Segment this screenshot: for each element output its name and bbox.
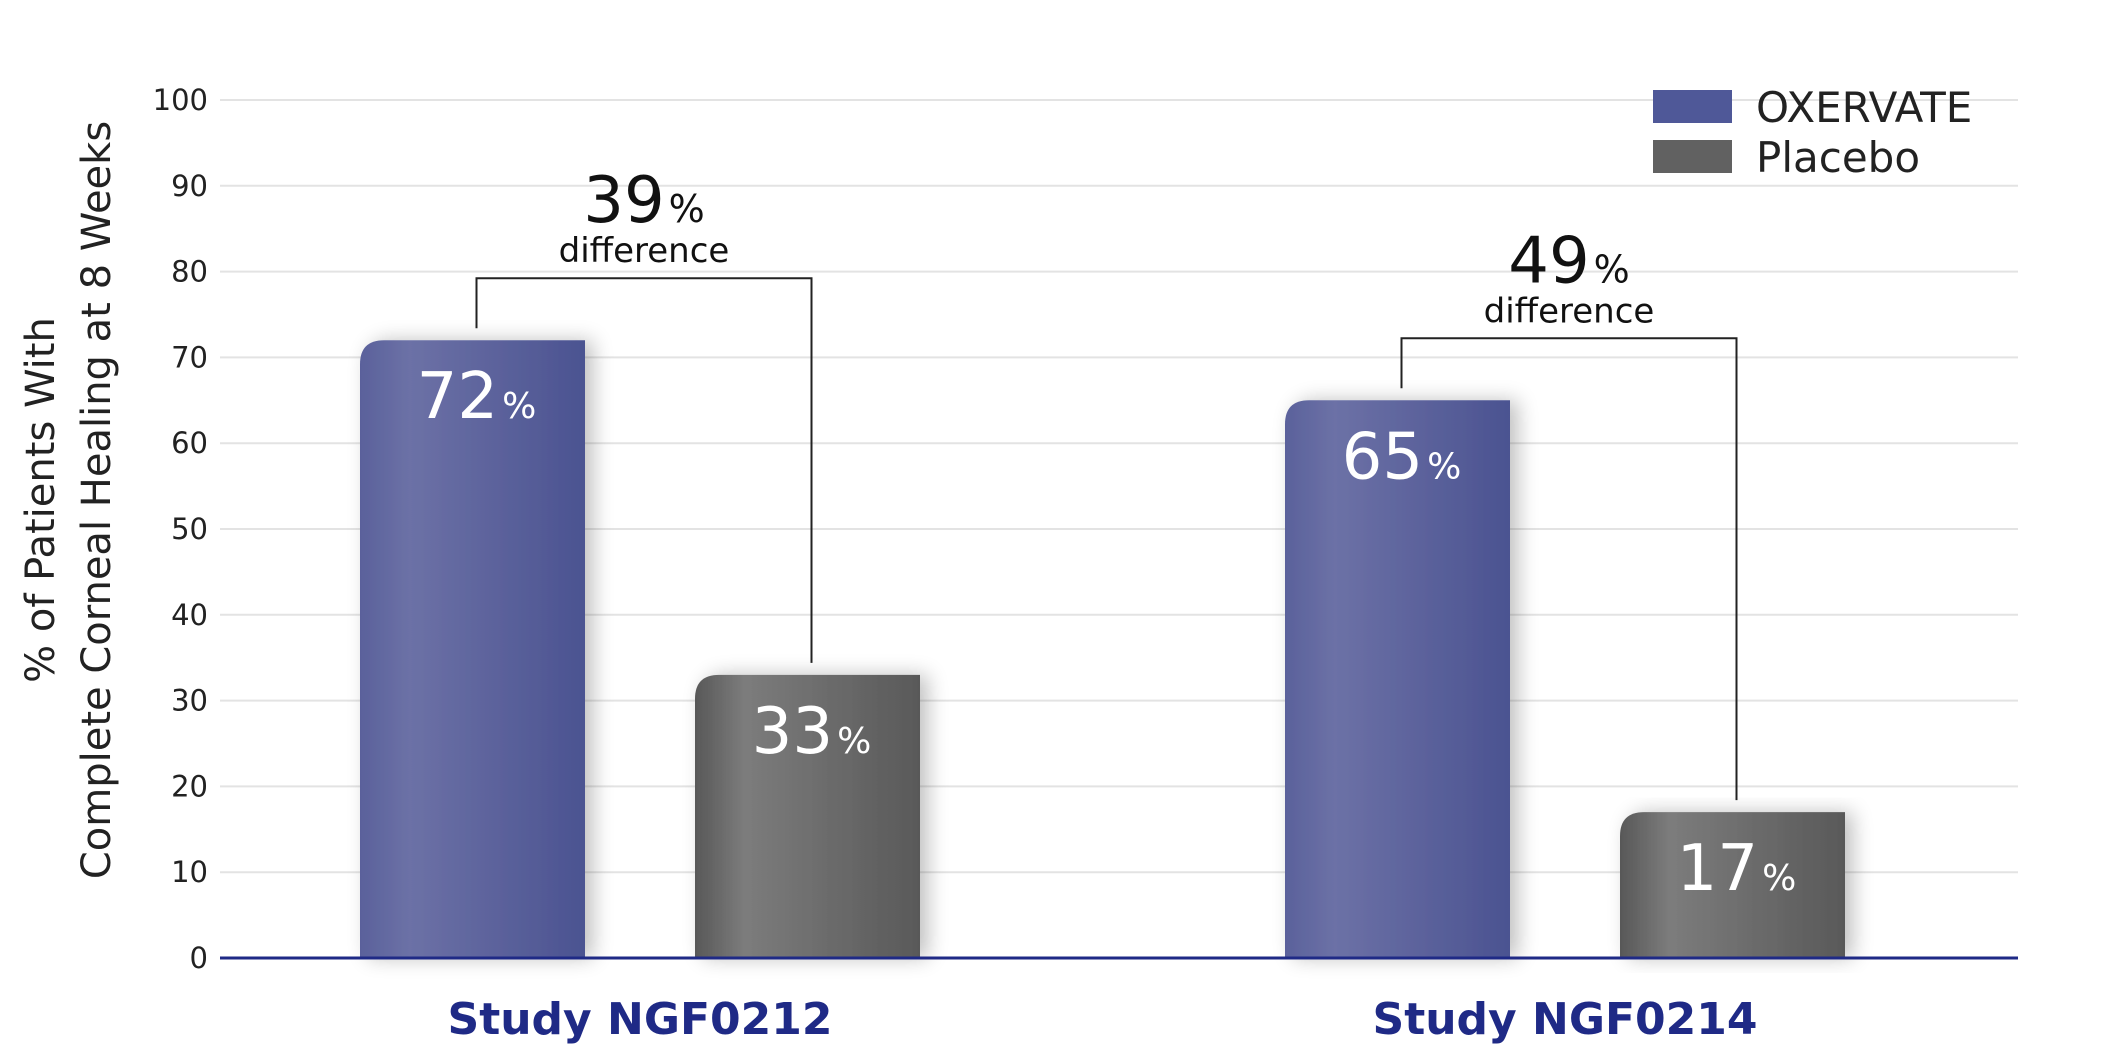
y-tick-label-70: 70 (171, 340, 208, 374)
legend-label-oxervate: OXERVATE (1756, 83, 1972, 132)
y-tick-label-50: 50 (171, 512, 208, 546)
y-tick-label-40: 40 (171, 598, 208, 632)
value-label-placebo-study-ngf0214: 17% (1677, 832, 1797, 906)
y-tick-label-100: 100 (153, 83, 208, 117)
difference-bracket-study-ngf0214 (1400, 337, 1738, 801)
difference-value-study-ngf0212: 39% (583, 164, 705, 238)
category-labels: Study NGF0212 Study NGF0214 (448, 994, 1758, 1045)
y-tick-label-20: 20 (171, 769, 208, 803)
difference-bracket-study-ngf0212 (475, 277, 813, 663)
y-axis-label-line-1: % of Patients With (18, 317, 64, 683)
bar-placebo-study-ngf0214 (1620, 812, 1845, 958)
value-label-placebo-study-ngf0212: 33% (752, 695, 872, 769)
category-label-study-ngf0214: Study NGF0214 (1373, 994, 1758, 1045)
value-label-oxervate-study-ngf0212: 72% (417, 360, 537, 434)
legend-swatch-oxervate (1653, 90, 1732, 123)
y-axis-label-line-2: Complete Corneal Healing at 8 Weeks (74, 121, 120, 879)
legend-swatch-placebo (1653, 140, 1732, 173)
legend: OXERVATE Placebo (1653, 83, 1972, 182)
bar-placebo-study-ngf0212 (695, 674, 920, 958)
value-labels: 72 % 33 % 65 % 17% (417, 360, 1797, 906)
y-tick-label-60: 60 (171, 426, 208, 460)
difference-text-study-ngf0212: difference (559, 231, 730, 271)
y-tick-label-10: 10 (171, 855, 208, 889)
difference-text-study-ngf0214: difference (1484, 291, 1655, 331)
legend-label-placebo: Placebo (1756, 133, 1920, 182)
y-tick-label-30: 30 (171, 684, 208, 718)
difference-value-study-ngf0214: 49% (1508, 224, 1630, 298)
y-tick-label-0: 0 (190, 941, 208, 975)
value-label-oxervate-study-ngf0214: 65% (1342, 420, 1462, 494)
y-tick-label-90: 90 (171, 169, 208, 203)
y-axis-label: % of Patients With Complete Corneal Heal… (18, 121, 120, 879)
bars (360, 340, 1845, 958)
category-label-study-ngf0212: Study NGF0212 (448, 994, 833, 1045)
difference-brackets: 39 %difference 49 %difference (475, 164, 1738, 801)
y-axis-ticks: 0 10 20 30 40 50 60 70 80 90 100 (153, 83, 208, 975)
y-tick-label-80: 80 (171, 255, 208, 289)
bar-oxervate-study-ngf0214 (1285, 400, 1510, 958)
bar-oxervate-study-ngf0212 (360, 340, 585, 958)
